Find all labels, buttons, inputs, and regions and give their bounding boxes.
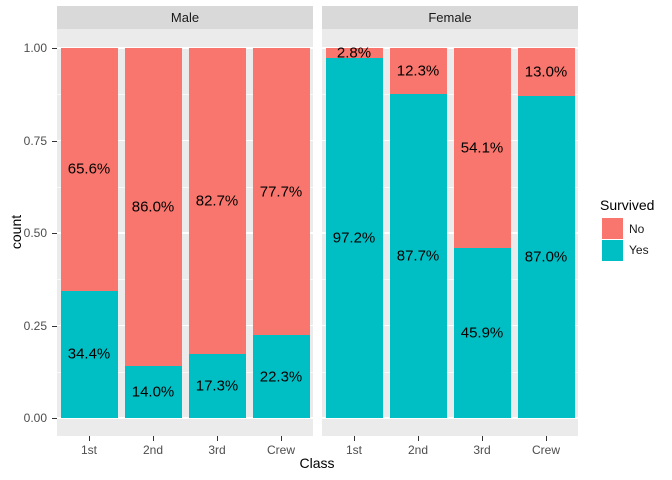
percent-label-yes: 14.0% (131, 383, 175, 401)
bar-segment-no-male-2nd (124, 48, 182, 367)
bar-segment-no-male-crew (252, 48, 310, 336)
grid-minor-line (57, 94, 313, 96)
y-tick-mark (52, 325, 57, 327)
y-tick-mark (52, 233, 57, 234)
y-tick-label-0.00: 0.00 (23, 411, 47, 425)
bar-segment-no-male-1st (60, 48, 118, 291)
percent-label-no: 82.7% (195, 192, 239, 210)
bar-segment-yes-male-2nd (124, 366, 182, 418)
bar-segment-yes-female-2nd (389, 93, 447, 418)
grid-major-line (322, 417, 578, 419)
grid-major-line (322, 232, 578, 234)
grid-major-line (57, 47, 313, 49)
x-tick-label-male-3rd: 3rd (208, 443, 226, 457)
grid-major-line (322, 324, 578, 327)
y-tick-mark (52, 48, 57, 49)
percent-label-no: 86.0% (131, 198, 175, 216)
bar-segment-yes-male-crew (252, 335, 310, 418)
x-tick-mark (546, 436, 547, 441)
grid-major-line (57, 417, 313, 419)
grid-minor-line (322, 279, 578, 281)
grid-minor-line (322, 94, 578, 96)
legend-swatch-no (602, 218, 623, 239)
legend-label-no: No (629, 221, 645, 236)
grid-major-line (57, 232, 313, 234)
x-tick-mark (482, 436, 483, 441)
grid-minor-line (322, 186, 578, 188)
x-tick-label-female-3rd: 3rd (473, 443, 491, 457)
percent-label-yes: 22.3% (259, 368, 303, 386)
x-tick-mark (217, 436, 218, 441)
x-tick-label-female-1st: 1st (345, 443, 363, 457)
percent-label-yes: 97.2% (332, 229, 376, 247)
legend-title: Survived (600, 197, 655, 213)
x-tick-label-female-crew: Crew (531, 443, 561, 457)
x-tick-mark (89, 436, 90, 441)
y-tick-label-0.50: 0.50 (23, 226, 47, 240)
y-tick-label-0.25: 0.25 (23, 318, 47, 333)
grid-minor-line (57, 279, 313, 281)
x-tick-label-female-2nd: 2nd (407, 443, 429, 457)
legend-key-no: No (602, 218, 652, 240)
facet-strip-label: Female (428, 10, 472, 25)
bar-segment-no-female-3rd (453, 48, 511, 249)
x-tick-mark (153, 436, 154, 441)
grid-major-line (57, 139, 313, 142)
bar-segment-no-female-crew (517, 48, 575, 97)
percent-label-yes: 34.4% (67, 345, 111, 363)
legend-swatch-yes (602, 239, 623, 261)
facet-strip-label: Male (170, 10, 200, 25)
facet-strip-female: Female (322, 6, 578, 29)
x-tick-mark (281, 436, 282, 441)
percent-label-yes: 87.7% (396, 247, 440, 265)
grid-major-line (322, 47, 578, 49)
grid-major-line (322, 139, 578, 142)
bar-segment-yes-female-3rd (453, 248, 511, 418)
y-tick-mark (52, 140, 57, 142)
grid-major-line (57, 324, 313, 327)
percent-label-yes: 45.9% (460, 324, 504, 342)
facet-panel-male: 65.6% 34.4% 86.0% 14.0% 82.7% 17.3% 77.7% 22.3% (57, 29, 313, 436)
y-tick-label-0.75: 0.75 (23, 133, 47, 148)
bar-segment-yes-male-3rd (188, 353, 246, 418)
percent-label-yes: 87.0% (524, 248, 568, 266)
percent-label-no: 2.8% (336, 44, 372, 62)
grid-minor-line (322, 371, 578, 373)
x-tick-label-male-2nd: 2nd (142, 443, 164, 457)
percent-label-no: 77.7% (259, 183, 303, 201)
bar-segment-no-male-3rd (188, 48, 246, 354)
legend-label-yes: Yes (629, 243, 649, 258)
percent-label-yes: 17.3% (195, 377, 239, 395)
y-tick-mark (52, 418, 57, 419)
percent-label-no: 65.6% (67, 160, 111, 178)
grid-minor-line (57, 371, 313, 373)
bar-segment-yes-female-1st (325, 58, 383, 418)
facet-strip-male: Male (57, 6, 313, 29)
x-tick-mark (354, 436, 355, 441)
x-tick-mark (418, 436, 419, 441)
bar-segment-no-female-1st (325, 48, 383, 59)
x-tick-label-male-1st: 1st (80, 443, 98, 457)
x-axis-title: Class (299, 455, 335, 471)
y-tick-label-1.00: 1.00 (23, 41, 47, 55)
facet-panel-female: 2.8% 97.2% 12.3% 87.7% 54.1% 45.9% 13.0% 87.0% (322, 29, 578, 436)
bar-segment-yes-male-1st (60, 290, 118, 418)
bar-segment-no-female-2nd (389, 48, 447, 94)
percent-label-no: 12.3% (396, 62, 440, 80)
grid-minor-line (57, 186, 313, 188)
x-tick-label-male-crew: Crew (266, 443, 296, 457)
percent-label-no: 13.0% (524, 63, 568, 81)
percent-label-no: 54.1% (460, 139, 504, 157)
legend-key-yes: Yes (602, 239, 652, 262)
bar-segment-yes-female-crew (517, 96, 575, 418)
